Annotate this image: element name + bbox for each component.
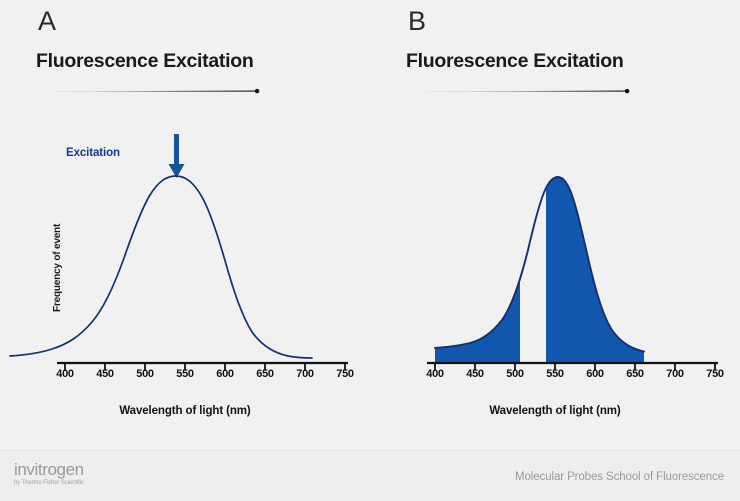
panel-a-xtick-750: 750	[336, 368, 354, 380]
panel-b-title: Fluorescence Excitation	[406, 50, 624, 72]
panel-b-plot	[370, 120, 740, 390]
panel-a-xlabel: Wavelength of light (nm)	[119, 405, 251, 417]
panel-a-xtick-700: 700	[296, 368, 314, 380]
panel-a-plot	[0, 120, 370, 390]
panel-a-excitation-curve	[9, 175, 313, 359]
panel-a-xtick-400: 400	[56, 368, 74, 380]
footer-right-text: Molecular Probes School of Fluorescence	[515, 471, 724, 483]
panel-b-xtick-750: 750	[706, 368, 724, 380]
panel-b: B Fluorescence Excitation Excitation Fre…	[370, 0, 740, 450]
panel-b-xtick-700: 700	[666, 368, 684, 380]
panel-a-x-ticks	[64, 363, 346, 370]
panel-b-title-rule	[422, 88, 630, 94]
panel-a-letter: A	[38, 6, 57, 36]
panel-b-xtick-600: 600	[586, 368, 604, 380]
panel-a-title-rule	[52, 88, 260, 94]
panel-a-xtick-650: 650	[256, 368, 274, 380]
panel-a-xtick-550: 550	[176, 368, 194, 380]
panel-b-xtick-400: 400	[426, 368, 444, 380]
excitation-arrow-icon	[168, 134, 185, 178]
panel-a-excitation-label: Excitation	[66, 147, 120, 159]
panel-a-xtick-450: 450	[96, 368, 114, 380]
panel-b-xtick-650: 650	[626, 368, 644, 380]
panel-b-xtick-550: 550	[546, 368, 564, 380]
panel-b-xtick-500: 500	[506, 368, 524, 380]
panel-b-xtick-450: 450	[466, 368, 484, 380]
panel-b-x-ticks	[434, 363, 716, 370]
panel-a-xtick-600: 600	[216, 368, 234, 380]
panel-b-xlabel: Wavelength of light (nm)	[489, 405, 621, 417]
panel-b-excitation-curve	[434, 176, 645, 353]
footer-bar: invitrogen by Thermo Fisher Scientific M…	[0, 450, 740, 501]
panel-b-letter: B	[408, 6, 427, 36]
brand-subtitle: by Thermo Fisher Scientific	[14, 480, 84, 486]
panel-a-title: Fluorescence Excitation	[36, 50, 254, 72]
invitrogen-logo: invitrogen by Thermo Fisher Scientific	[14, 460, 84, 487]
panel-a: A Fluorescence Excitation Excitation Fre…	[0, 0, 370, 450]
brand-name: invitrogen	[14, 460, 84, 479]
panel-a-xtick-500: 500	[136, 368, 154, 380]
